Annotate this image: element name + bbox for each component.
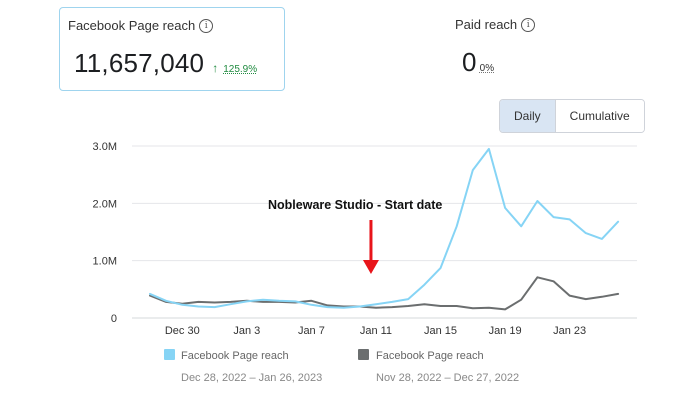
x-tick-label: Jan 3 (233, 325, 260, 337)
x-tick-label: Jan 19 (489, 325, 522, 337)
series-line-previous-period (149, 276, 620, 311)
series-line-current-period (149, 147, 620, 309)
y-tick-label: 3.0M (93, 141, 117, 153)
paid-reach-card[interactable]: Paid reach i 0 0% (453, 7, 603, 91)
daily-cumulative-toggle: Daily Cumulative (499, 99, 645, 133)
legend-label: Facebook Page reach (181, 350, 289, 362)
x-tick-label: Jan 15 (424, 325, 457, 337)
x-tick-label: Jan 7 (298, 325, 325, 337)
facebook-reach-value: 11,657,040 (74, 48, 205, 78)
x-tick-label: Dec 30 (165, 325, 200, 337)
facebook-reach-change[interactable]: 125.9% (223, 64, 258, 75)
facebook-reach-card[interactable]: Facebook Page reach i 11,657,040 ↑ 125.9… (59, 7, 285, 91)
annotation-arrow-head (362, 260, 379, 274)
paid-reach-title: Paid reach i (455, 17, 536, 32)
arrow-up-icon: ↑ (212, 61, 219, 75)
paid-reach-value: 0 (462, 47, 477, 77)
x-tick-label: Jan 23 (553, 325, 586, 337)
info-icon[interactable]: i (199, 18, 214, 33)
paid-reach-value-row: 0 0% (462, 47, 494, 78)
legend-date-range: Nov 28, 2022 – Dec 27, 2022 (376, 372, 519, 384)
paid-reach-title-label: Paid reach (455, 17, 518, 32)
y-tick-label: 1.0M (93, 256, 117, 268)
legend-date-range: Dec 28, 2022 – Jan 26, 2023 (181, 372, 322, 384)
facebook-reach-value-row: 11,657,040 ↑ 125.9% (74, 48, 257, 79)
facebook-reach-title-label: Facebook Page reach (68, 18, 196, 33)
facebook-reach-title: Facebook Page reach i (68, 18, 214, 33)
cumulative-button[interactable]: Cumulative (554, 100, 644, 132)
legend-swatch (358, 349, 369, 360)
legend-label: Facebook Page reach (376, 350, 484, 362)
y-tick-label: 2.0M (93, 198, 117, 210)
legend-swatch (164, 349, 175, 360)
y-tick-label: 0 (111, 313, 117, 325)
daily-button[interactable]: Daily (500, 100, 555, 132)
info-icon[interactable]: i (521, 17, 536, 32)
annotation-label: Nobleware Studio - Start date (268, 198, 442, 212)
x-tick-label: Jan 11 (360, 325, 392, 337)
paid-reach-change[interactable]: 0% (479, 63, 495, 74)
